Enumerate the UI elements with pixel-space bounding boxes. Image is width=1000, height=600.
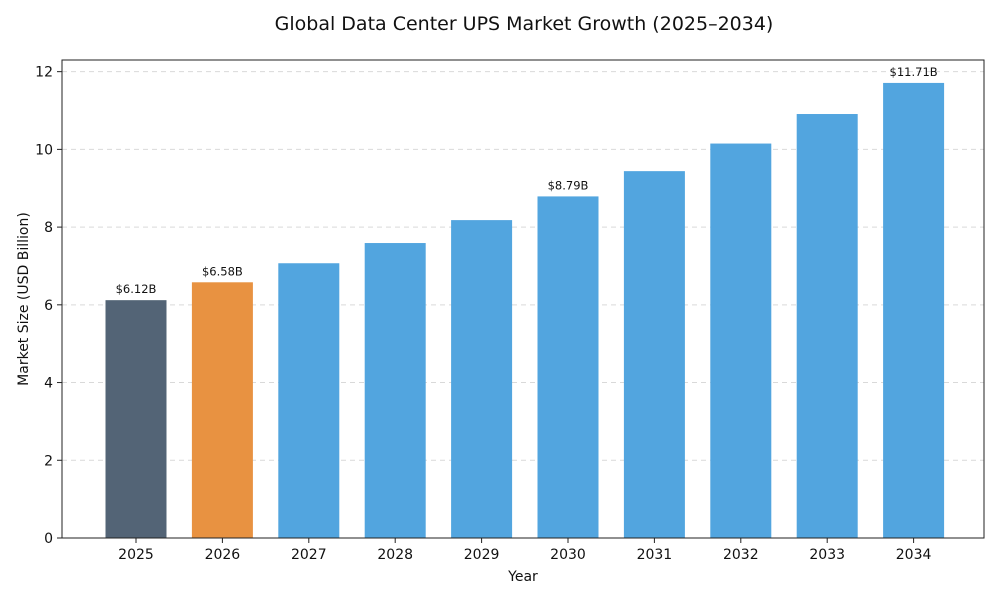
bar-2032	[710, 143, 772, 538]
data-label: $6.12B	[116, 282, 157, 296]
plot-frame	[61, 59, 985, 539]
data-label: $8.79B	[548, 178, 589, 192]
bar-2027	[278, 263, 340, 538]
x-tick-label: 2026	[205, 547, 241, 563]
chart-title: Global Data Center UPS Market Growth (20…	[275, 13, 774, 35]
bar-2031	[623, 171, 685, 538]
y-tick-label: 12	[35, 65, 53, 81]
y-axis-label: Market Size (USD Billion)	[16, 212, 32, 386]
x-axis-label: Year	[507, 569, 538, 585]
x-tick-label: 2029	[464, 547, 500, 563]
bar-2033	[796, 114, 858, 538]
x-tick-label: 2030	[550, 547, 586, 563]
y-tick-label: 6	[44, 298, 53, 314]
bars	[105, 82, 945, 539]
x-tick-label: 2028	[377, 547, 413, 563]
bar-2034	[883, 82, 945, 538]
data-labels: $6.12B $6.58B $8.79B $11.71B	[116, 65, 938, 296]
x-tick-label: 2032	[723, 547, 759, 563]
bar-2028	[364, 243, 426, 539]
data-label: $6.58B	[202, 264, 243, 278]
y-tick-label: 10	[35, 142, 53, 158]
x-tick-label: 2031	[637, 547, 673, 563]
data-label: $11.71B	[890, 65, 938, 79]
y-axis: 0 2 4 6 8 10 12	[35, 65, 62, 547]
x-tick-label: 2027	[291, 547, 327, 563]
x-tick-label: 2034	[896, 547, 932, 563]
y-tick-label: 2	[44, 453, 53, 469]
y-tick-label: 4	[44, 376, 53, 392]
bar-2029	[451, 220, 513, 538]
x-tick-label: 2025	[118, 547, 154, 563]
bar-2026	[191, 282, 253, 538]
y-tick-label: 0	[44, 531, 53, 547]
bar-2025	[105, 300, 167, 538]
x-tick-label: 2033	[809, 547, 845, 563]
bar-2030	[537, 196, 599, 538]
y-tick-label: 8	[44, 220, 53, 236]
x-axis: 2025 2026 2027 2028 2029 2030 2031 2032 2033 2034	[118, 538, 932, 563]
